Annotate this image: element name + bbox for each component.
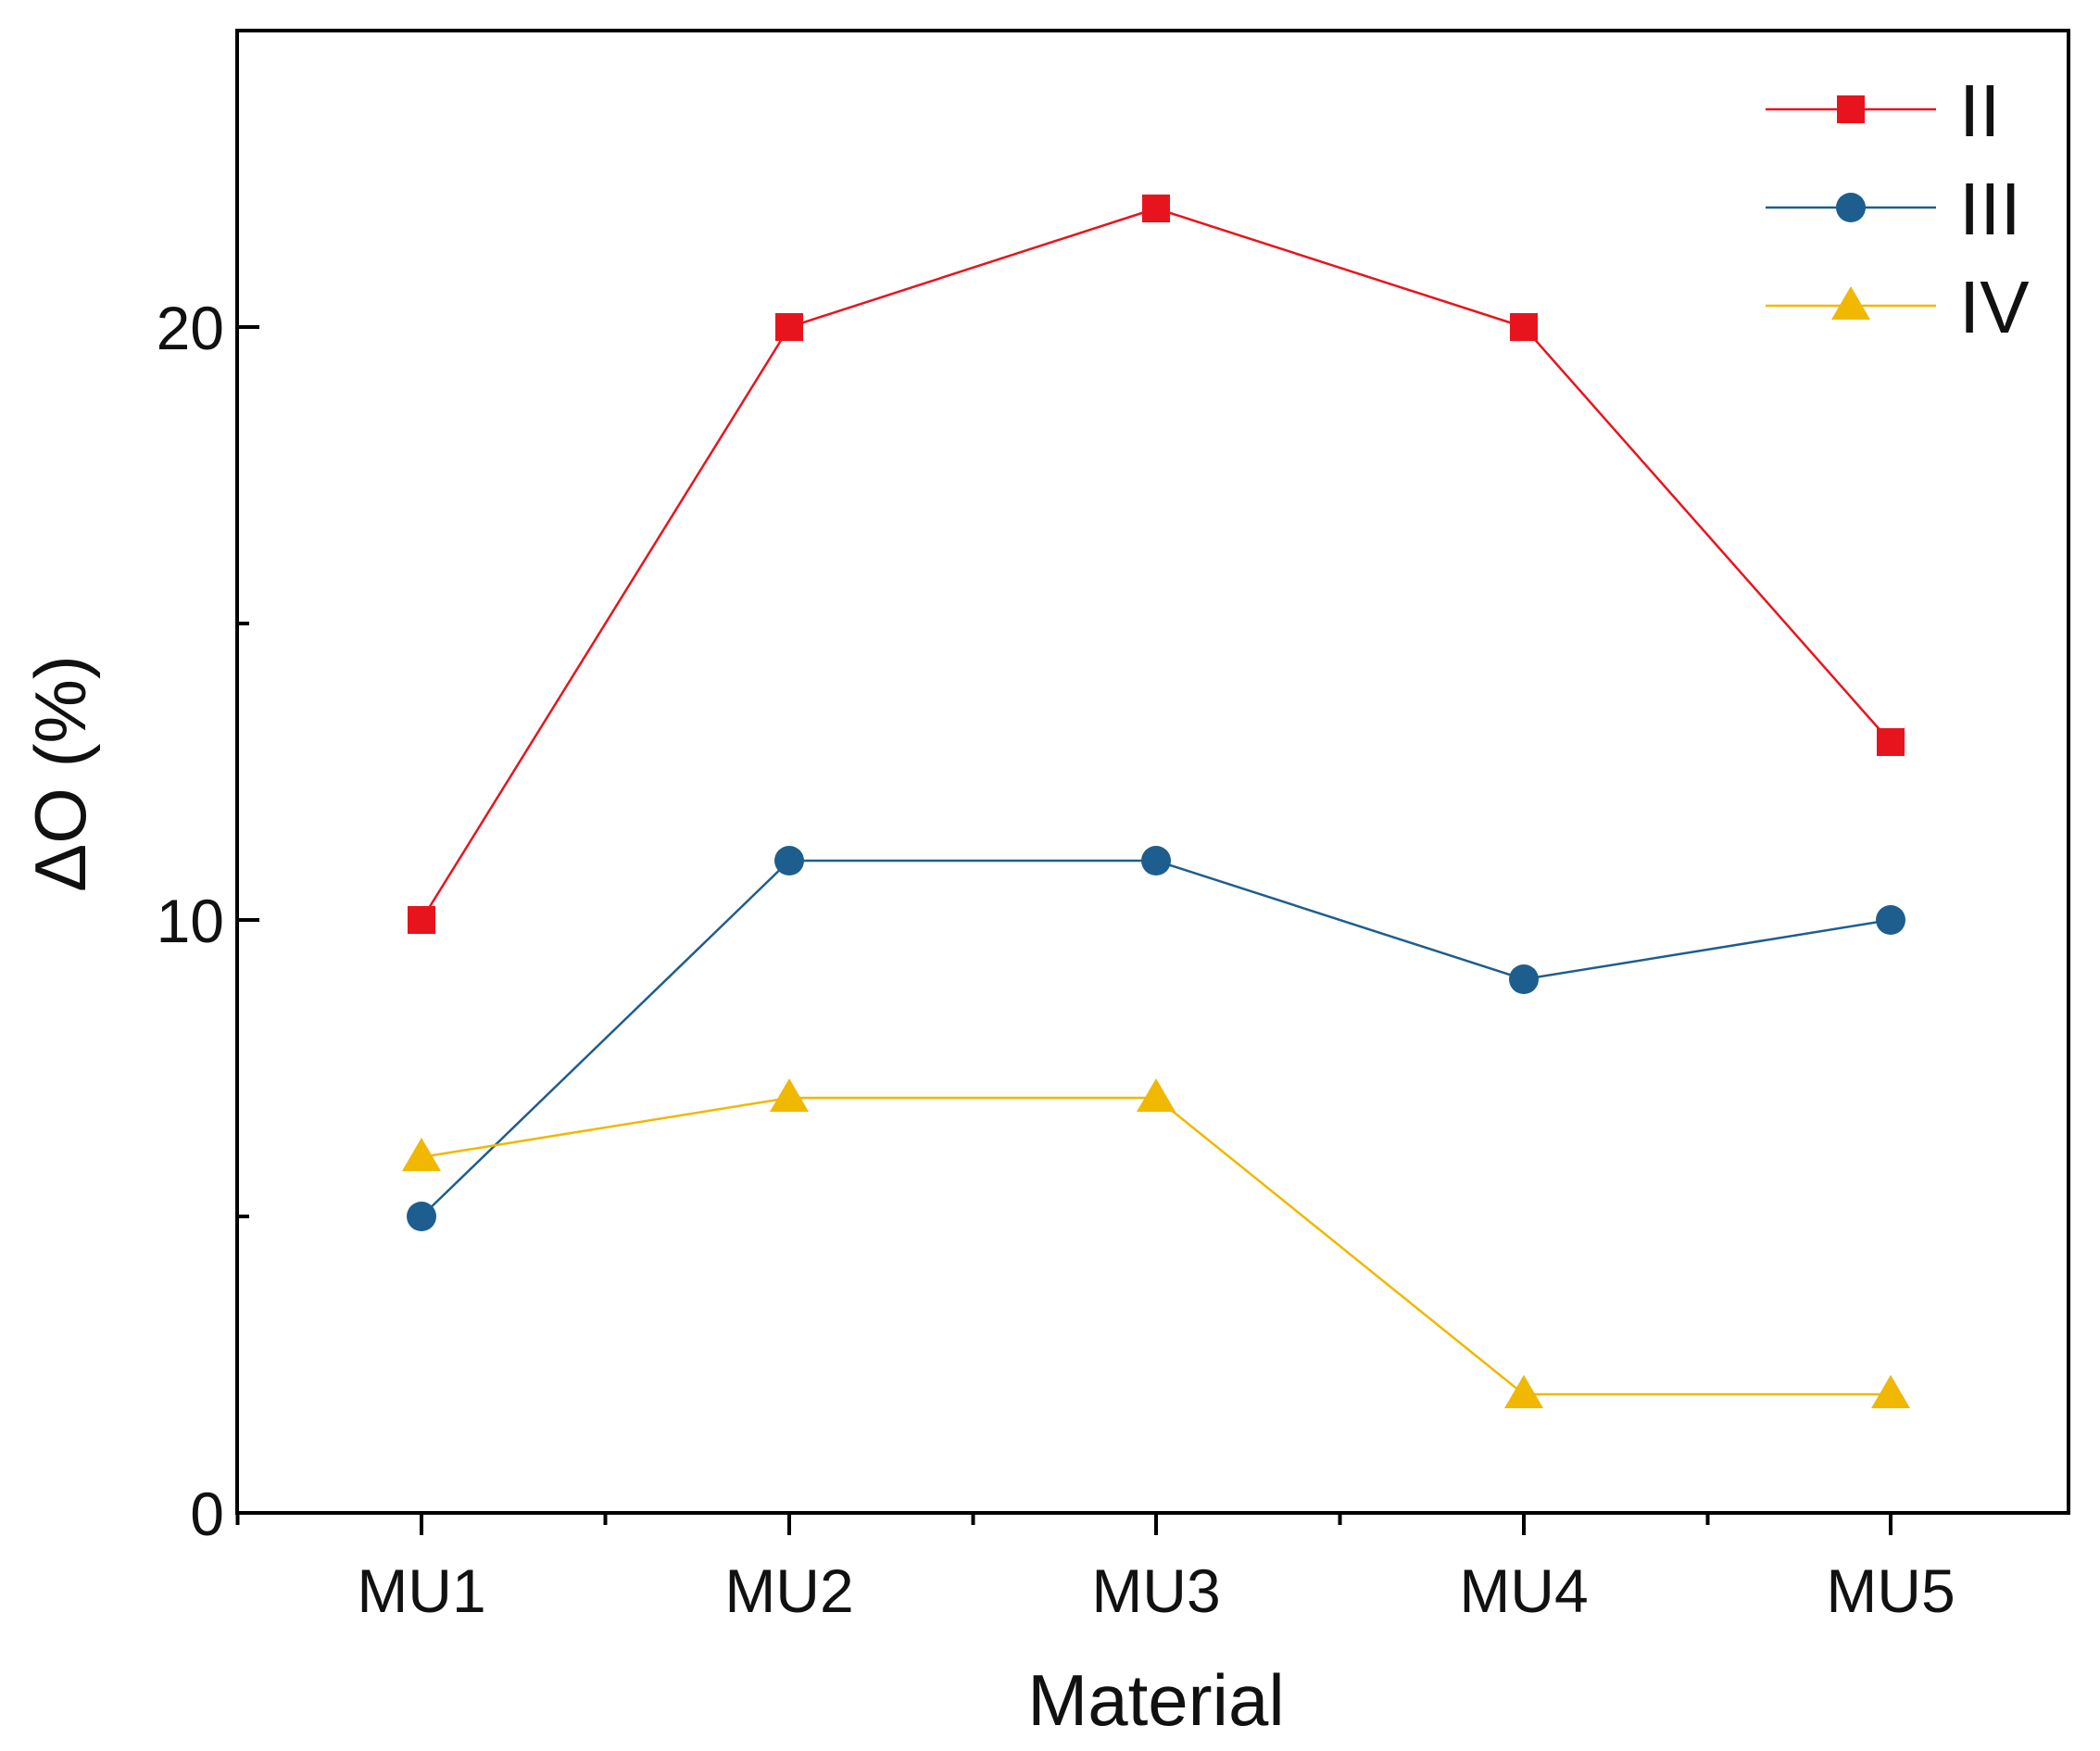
legend-label: IV <box>1959 266 2030 348</box>
data-point <box>774 846 804 876</box>
legend-swatch-marker <box>1831 286 1870 320</box>
data-point <box>1504 1375 1543 1408</box>
data-point <box>1137 1078 1176 1112</box>
legend-swatch-marker <box>1836 193 1866 222</box>
y-tick-label: 10 <box>157 887 224 955</box>
series-ii <box>408 195 1905 934</box>
series-iii <box>407 846 1905 1231</box>
y-tick-label: 20 <box>157 294 224 362</box>
x-tick-label: MU2 <box>724 1556 853 1625</box>
data-point <box>1510 313 1538 341</box>
data-point <box>1142 195 1170 222</box>
y-tick-label: 0 <box>190 1480 224 1548</box>
x-tick-label: MU5 <box>1826 1556 1955 1625</box>
legend-item-ii: II <box>1766 69 2000 152</box>
x-tick-label: MU4 <box>1459 1556 1588 1625</box>
y-axis-title: ΔO (%) <box>19 655 101 892</box>
series-iv <box>402 1078 1910 1408</box>
legend-item-iii: III <box>1766 168 2021 250</box>
data-point <box>1509 964 1539 994</box>
axes: 0 10 20 MU1 MU2 MU3 MU4 MU5 <box>157 29 2070 1625</box>
data-point <box>770 1078 809 1112</box>
x-tick-label: MU1 <box>357 1556 485 1625</box>
plot-frame <box>235 29 2070 1515</box>
data-point <box>1877 728 1905 756</box>
legend-swatch-marker <box>1837 95 1865 123</box>
x-axis-title: Material <box>1027 1659 1284 1741</box>
data-point <box>407 1202 436 1231</box>
data-point <box>1871 1375 1910 1408</box>
data-point <box>1876 905 1905 935</box>
legend-label: III <box>1959 168 2021 250</box>
data-point <box>408 906 435 934</box>
x-tick-label: MU3 <box>1091 1556 1220 1625</box>
legend-item-iv: IV <box>1766 266 2030 348</box>
data-point <box>1141 846 1171 876</box>
data-point <box>775 313 803 341</box>
data-point <box>402 1138 441 1171</box>
series-group <box>402 195 1910 1408</box>
legend-label: II <box>1959 69 2000 152</box>
